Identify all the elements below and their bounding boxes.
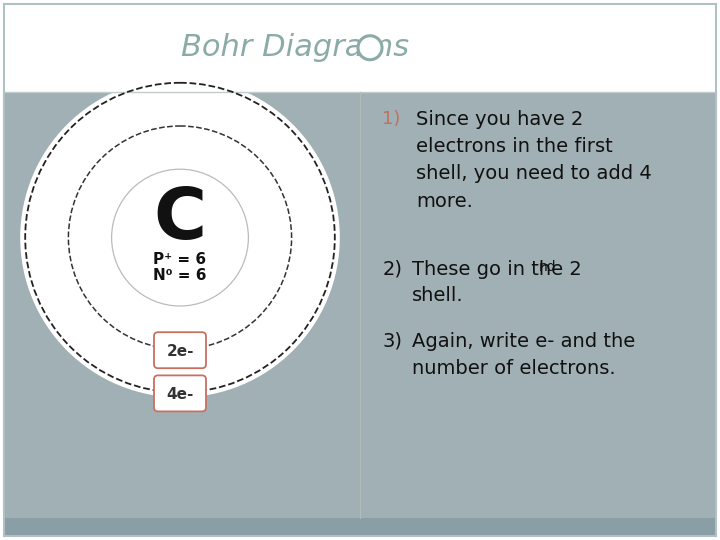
Text: Since you have 2
electrons in the first
shell, you need to add 4
more.: Since you have 2 electrons in the first … [416,110,652,211]
Bar [4,518,716,536]
Text: C: C [153,185,207,254]
Text: nd: nd [539,260,556,274]
Circle shape [112,169,248,306]
Text: shell.: shell. [413,286,464,305]
Text: 4e-: 4e- [166,387,194,402]
Text: Again, write e- and the
number of electrons.: Again, write e- and the number of electr… [413,332,636,378]
Circle shape [20,78,340,397]
FancyBboxPatch shape [154,375,206,411]
Text: 3): 3) [382,332,402,351]
Bar [4,92,716,536]
Text: 1): 1) [382,110,401,128]
Bar [4,4,716,92]
Circle shape [358,36,382,60]
Text: Bohr Diagrams: Bohr Diagrams [181,33,409,62]
Text: N⁰ = 6: N⁰ = 6 [153,268,207,283]
Text: 2): 2) [382,260,402,279]
Text: These go in the 2: These go in the 2 [413,260,582,279]
Text: 2e-: 2e- [166,343,194,359]
Text: P⁺ = 6: P⁺ = 6 [153,252,207,267]
FancyBboxPatch shape [154,332,206,368]
